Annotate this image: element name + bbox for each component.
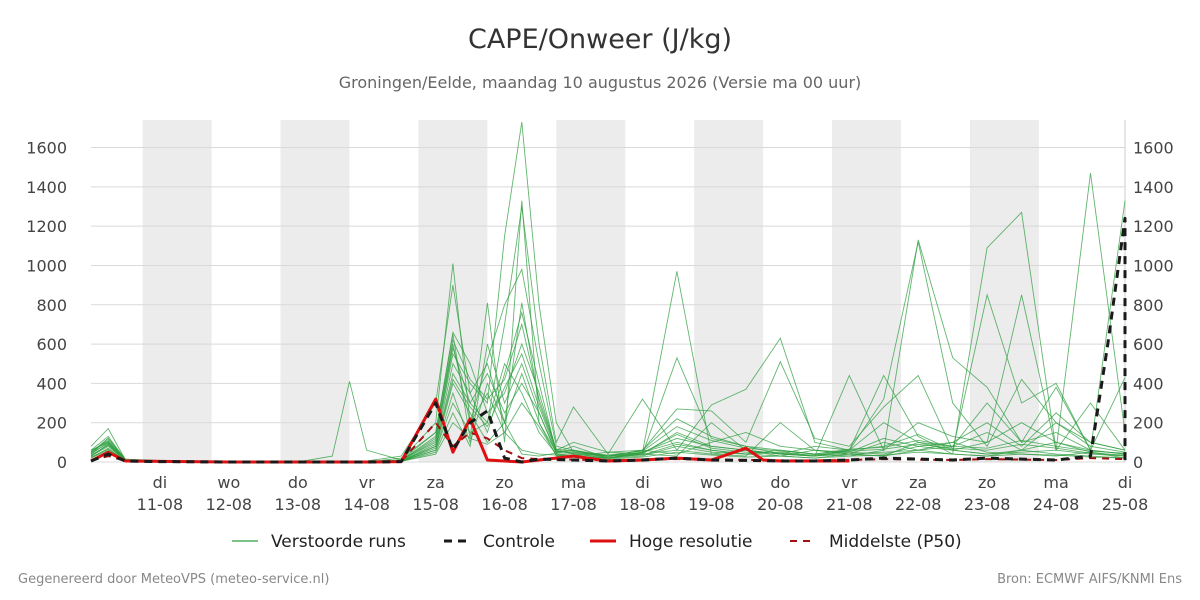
legend-label: Verstoorde runs [271,532,406,552]
footer-source: Bron: ECMWF AIFS/KNMI Ens [997,572,1182,587]
y-axis-right: 0 200 400 600 800 1000 1200 1400 1600 [1133,139,1174,472]
footer-generated: Gegenereerd door MeteoVPS (meteo-service… [18,572,330,587]
y-tick-label: 1200 [1133,217,1174,236]
x-tick-day: di [635,473,650,492]
x-tick-date: 15-08 [412,495,459,514]
x-axis: di 11-08 wo 12-08 do 13-08 vr 14-08 za 15-08 zo 16-… [137,473,1149,514]
control-line [90,216,1127,464]
y-tick-label: 1000 [26,256,67,275]
y-tick-label: 200 [36,414,67,433]
y-tick-label: 800 [1133,296,1164,315]
y-axis-left: 0 200 400 600 800 1000 1200 1400 1600 [26,139,67,472]
y-tick-label: 1000 [1133,256,1174,275]
y-tick-label: 600 [1133,335,1164,354]
shaded-band [142,120,212,462]
shaded-band [694,120,764,462]
x-tick-day: di [153,473,168,492]
x-tick-day: za [427,473,445,492]
y-tick-label: 1400 [1133,178,1174,197]
weekend-bands [142,120,1039,462]
y-tick-label: 1600 [1133,139,1174,158]
y-tick-label: 1200 [26,217,67,236]
shaded-band [832,120,901,462]
gridlines [91,120,1126,463]
x-tick-date: 12-08 [206,495,253,514]
x-tick-date: 17-08 [550,495,597,514]
x-tick-date: 16-08 [481,495,528,514]
y-tick-label: 400 [36,374,67,393]
y-tick-label: 1400 [26,178,67,197]
x-tick-day: zo [496,473,514,492]
shaded-band [418,120,488,462]
legend-label: Middelste (P50) [829,532,962,552]
x-tick-date: 20-08 [757,495,804,514]
x-tick-day: ma [561,473,586,492]
shaded-band [280,120,350,462]
x-tick-date: 23-08 [964,495,1011,514]
x-tick-date: 14-08 [343,495,390,514]
legend: Verstoorde runs Controle Hoge resolutie Mid… [232,532,962,552]
chart-title: CAPE/Onweer (J/kg) [467,24,732,55]
y-tick-label: 0 [57,453,67,472]
x-tick-date: 25-08 [1102,495,1149,514]
x-tick-day: do [288,473,308,492]
main-lines [90,216,1127,464]
legend-label: Controle [483,532,555,552]
x-tick-day: wo [700,473,723,492]
y-tick-label: 600 [36,335,67,354]
y-tick-label: 200 [1133,414,1164,433]
y-tick-label: 0 [1133,453,1143,472]
x-tick-date: 24-08 [1033,495,1080,514]
y-tick-label: 400 [1133,374,1164,393]
x-tick-date: 18-08 [619,495,666,514]
x-tick-day: wo [217,473,240,492]
chart-subtitle: Groningen/Eelde, maandag 10 augustus 202… [338,73,862,92]
y-tick-label: 1600 [26,139,67,158]
legend-label: Hoge resolutie [629,532,753,552]
x-tick-date: 11-08 [137,495,184,514]
x-tick-date: 19-08 [688,495,735,514]
median-line [90,421,1126,463]
x-tick-day: vr [841,473,857,492]
x-tick-date: 21-08 [826,495,873,514]
y-tick-label: 800 [36,296,67,315]
x-tick-day: za [909,473,927,492]
x-tick-day: ma [1043,473,1068,492]
x-tick-date: 22-08 [895,495,942,514]
shaded-band [969,120,1039,462]
x-tick-day: vr [359,473,375,492]
x-tick-day: do [770,473,790,492]
x-tick-day: zo [978,473,996,492]
x-tick-day: di [1118,473,1133,492]
shaded-band [556,120,626,462]
x-tick-date: 13-08 [275,495,322,514]
